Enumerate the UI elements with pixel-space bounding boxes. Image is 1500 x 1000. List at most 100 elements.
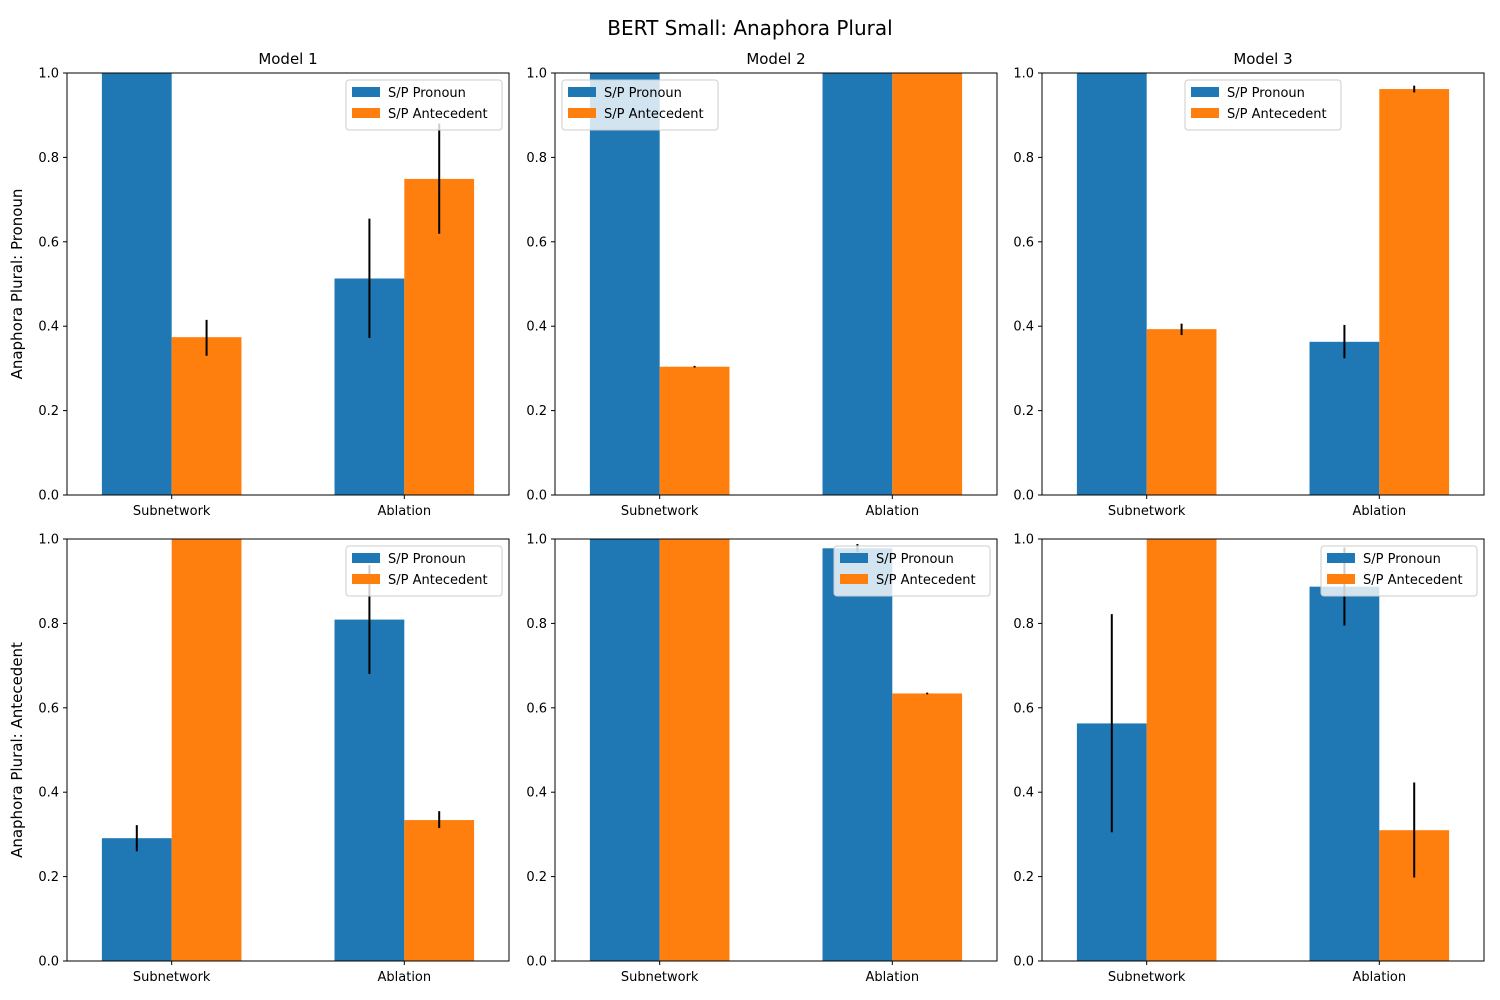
subplot-5: 0.0 0.2 0.4 0.6 0.8 1.0 Subnetwork Ablation S/P … [526,533,998,985]
bar-s-p-pronoun-subnetwork [1076,73,1147,495]
legend-box [345,545,503,597]
legend-swatch [352,87,380,97]
y-tick-label: 0.6 [526,235,547,250]
legend-swatch [1191,108,1219,118]
y-tick-label: 0.2 [38,870,59,885]
legend-label: S/P Antecedent [388,107,488,122]
y-tick-label: 0.4 [38,320,59,335]
legend-label: S/P Antecedent [604,107,704,122]
x-tick-label: Ablation [866,504,920,519]
legend-box [345,79,503,131]
x-tick-label: Ablation [378,504,432,519]
y-tick-label: 0.6 [526,701,547,716]
legend-swatch [1327,574,1355,584]
axes-frame [554,538,998,962]
legend-label: S/P Pronoun [1227,86,1305,101]
legend: S/P Pronoun S/P Antecedent [345,545,503,597]
y-tick-label: 0.2 [38,404,59,419]
legend-box [833,545,991,597]
x-tick-label: Subnetwork [133,970,211,985]
y-tick-label: 1.0 [1013,67,1034,82]
legend-box [1184,79,1342,131]
legend-swatch [352,574,380,584]
legend-swatch [840,553,868,563]
legend-label: S/P Pronoun [1363,552,1441,567]
bar-s-p-antecedent-subnetwork [171,539,242,961]
bar-s-p-pronoun-subnetwork [589,73,660,495]
y-tick-label: 0.0 [526,955,547,970]
bar-s-p-antecedent-subnetwork [659,366,730,495]
legend-box [1320,545,1478,597]
figure-title: BERT Small: Anaphora Plural [607,16,893,40]
legend-label: S/P Pronoun [388,552,466,567]
subplot-6: 0.0 0.2 0.4 0.6 0.8 1.0 Subnetwork Ablation S/P … [1013,533,1485,985]
subplot-title: Model 1 [258,50,317,68]
x-tick-label: Subnetwork [621,970,699,985]
y-tick-label: 0.0 [526,489,547,504]
bar-s-p-antecedent-ablation [404,820,475,961]
legend-box [561,79,719,131]
y-tick-label: 0.0 [38,489,59,504]
y-tick-label: 0.2 [526,870,547,885]
y-tick-label: 0.4 [526,786,547,801]
legend: S/P Pronoun S/P Antecedent [833,545,991,597]
subplot-title: Model 3 [1233,50,1292,68]
y-tick-label: 0.0 [38,955,59,970]
y-tick-label: 0.2 [526,404,547,419]
bar-s-p-pronoun-subnetwork [101,838,172,961]
bar-s-p-pronoun-subnetwork [589,539,660,961]
bars [1076,539,1450,961]
y-tick-label: 0.8 [526,617,547,632]
legend-label: S/P Antecedent [1227,107,1327,122]
y-tick-label: 0.0 [1013,489,1034,504]
y-tick-label: 0.6 [1013,235,1034,250]
bars [101,539,475,961]
y-tick-label: 1.0 [38,67,59,82]
y-tick-label: 1.0 [1013,533,1034,548]
y-tick-label: 0.2 [1013,404,1034,419]
y-tick-label: 1.0 [526,67,547,82]
y-tick-label: 0.6 [38,701,59,716]
y-tick-label: 0.2 [1013,870,1034,885]
bar-s-p-pronoun-ablation [822,548,893,961]
subplot-1: 0.0 0.2 0.4 0.6 0.8 1.0 Subnetwork Ablation Mode… [8,50,510,519]
bar-s-p-antecedent-subnetwork [1146,539,1217,961]
subplot-3: 0.0 0.2 0.4 0.6 0.8 1.0 Subnetwork Ablation Mode… [1013,50,1485,519]
axes-frame [554,72,998,496]
y-tick-label: 0.8 [1013,151,1034,166]
axes-frame [66,538,510,962]
subplot-2: 0.0 0.2 0.4 0.6 0.8 1.0 Subnetwork Ablation Mode… [526,50,998,519]
legend-label: S/P Pronoun [604,86,682,101]
y-tick-label: 1.0 [526,533,547,548]
x-tick-label: Subnetwork [133,504,211,519]
subplot-title: Model 2 [746,50,805,68]
legend: S/P Pronoun S/P Antecedent [561,79,719,131]
legend: S/P Pronoun S/P Antecedent [1184,79,1342,131]
bar-s-p-antecedent-ablation [892,693,963,961]
legend-swatch [352,108,380,118]
bar-s-p-antecedent-subnetwork [1146,329,1217,495]
bars [101,73,475,495]
y-tick-label: 0.4 [1013,320,1034,335]
y-tick-label: 0.4 [38,786,59,801]
bar-s-p-pronoun-ablation [1309,341,1380,495]
bar-s-p-antecedent-subnetwork [171,337,242,495]
y-tick-label: 0.8 [38,617,59,632]
bars [589,73,963,495]
bar-s-p-pronoun-ablation [822,73,893,495]
legend-label: S/P Antecedent [876,573,976,588]
x-tick-label: Subnetwork [1108,970,1186,985]
axes-frame [66,72,510,496]
y-tick-label: 0.6 [38,235,59,250]
bars [1076,73,1450,495]
bars [589,539,963,961]
legend: S/P Pronoun S/P Antecedent [1320,545,1478,597]
bar-s-p-pronoun-ablation [1309,586,1380,961]
x-tick-label: Subnetwork [1108,504,1186,519]
y-axis-label: Anaphora Plural: Pronoun [8,189,26,380]
y-tick-label: 0.8 [1013,617,1034,632]
legend-swatch [1191,87,1219,97]
axes-frame [1041,538,1485,962]
